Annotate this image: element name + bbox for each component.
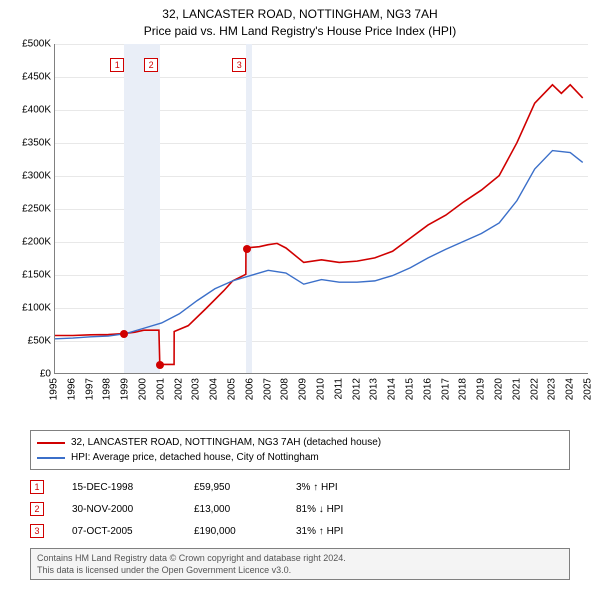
event-row: 2 30-NOV-2000£13,00081% ↓ HPI [30, 498, 570, 520]
x-axis-label: 2014 [387, 378, 398, 400]
x-axis-label: 2007 [262, 378, 273, 400]
legend-swatch [37, 457, 65, 459]
event-delta: 3% ↑ HPI [296, 482, 338, 493]
event-price: £190,000 [194, 526, 296, 537]
x-axis-label: 1997 [84, 378, 95, 400]
event-number: 3 [30, 524, 44, 538]
x-axis-label: 2024 [565, 378, 576, 400]
x-axis-label: 2002 [173, 378, 184, 400]
y-axis-label: £300K [22, 171, 51, 182]
chart: 123 £0£50K£100K£150K£200K£250K£300K£350K… [6, 44, 594, 414]
event-delta: 31% ↑ HPI [296, 526, 343, 537]
legend-label: HPI: Average price, detached house, City… [71, 450, 319, 465]
title-line-2: Price paid vs. HM Land Registry's House … [0, 23, 600, 40]
event-row: 1 15-DEC-1998£59,9503% ↑ HPI [30, 476, 570, 498]
x-axis-label: 2019 [476, 378, 487, 400]
x-axis-label: 2017 [440, 378, 451, 400]
footer-line-2: This data is licensed under the Open Gov… [37, 564, 563, 576]
event-dot [156, 361, 164, 369]
title-line-1: 32, LANCASTER ROAD, NOTTINGHAM, NG3 7AH [0, 6, 600, 23]
event-price: £59,950 [194, 482, 296, 493]
x-axis-label: 2013 [369, 378, 380, 400]
x-axis-label: 2016 [422, 378, 433, 400]
x-axis-label: 2005 [227, 378, 238, 400]
x-axis-label: 2001 [155, 378, 166, 400]
x-axis-label: 2018 [458, 378, 469, 400]
y-axis-label: £200K [22, 237, 51, 248]
event-dot [120, 330, 128, 338]
chart-title-block: 32, LANCASTER ROAD, NOTTINGHAM, NG3 7AH … [0, 0, 600, 40]
x-axis-label: 2015 [405, 378, 416, 400]
x-axis-label: 2011 [333, 378, 344, 400]
x-axis-label: 2025 [583, 378, 594, 400]
y-axis-label: £350K [22, 138, 51, 149]
y-axis-label: £450K [22, 72, 51, 83]
legend-box: 32, LANCASTER ROAD, NOTTINGHAM, NG3 7AH … [30, 430, 570, 470]
footer-line-1: Contains HM Land Registry data © Crown c… [37, 552, 563, 564]
x-axis-label: 2000 [138, 378, 149, 400]
event-number: 1 [30, 480, 44, 494]
x-axis-label: 2003 [191, 378, 202, 400]
y-axis-label: £150K [22, 270, 51, 281]
y-axis-label: £250K [22, 204, 51, 215]
series-line-hpi [55, 151, 583, 339]
x-axis-label: 2020 [494, 378, 505, 400]
legend-label: 32, LANCASTER ROAD, NOTTINGHAM, NG3 7AH … [71, 435, 381, 450]
x-axis-label: 2023 [547, 378, 558, 400]
event-row: 3 07-OCT-2005£190,00031% ↑ HPI [30, 520, 570, 542]
legend-row: HPI: Average price, detached house, City… [37, 450, 563, 465]
x-axis-label: 2008 [280, 378, 291, 400]
footer-attribution: Contains HM Land Registry data © Crown c… [30, 548, 570, 580]
x-axis-label: 2010 [316, 378, 327, 400]
x-axis-label: 2021 [511, 378, 522, 400]
event-marker-2: 2 [144, 58, 158, 72]
x-axis-label: 2004 [209, 378, 220, 400]
legend-row: 32, LANCASTER ROAD, NOTTINGHAM, NG3 7AH … [37, 435, 563, 450]
event-delta: 81% ↓ HPI [296, 504, 343, 515]
plot-area: 1 2 3 [54, 44, 588, 374]
series-line-property [55, 85, 583, 365]
event-marker-1: 1 [110, 58, 124, 72]
event-date: 07-OCT-2005 [72, 526, 194, 537]
event-dot [243, 245, 251, 253]
events-table: 1 15-DEC-1998£59,9503% ↑ HPI 2 30-NOV-2000£… [30, 476, 570, 542]
x-axis-label: 2006 [244, 378, 255, 400]
event-price: £13,000 [194, 504, 296, 515]
event-date: 30-NOV-2000 [72, 504, 194, 515]
x-axis-label: 1999 [120, 378, 131, 400]
x-axis-label: 2009 [298, 378, 309, 400]
x-axis-label: 1995 [49, 378, 60, 400]
y-axis-label: £400K [22, 105, 51, 116]
y-axis-label: £500K [22, 39, 51, 50]
y-axis-label: £100K [22, 303, 51, 314]
x-axis-label: 1996 [66, 378, 77, 400]
x-axis-label: 1998 [102, 378, 113, 400]
x-axis-label: 2012 [351, 378, 362, 400]
y-axis-label: £50K [28, 336, 51, 347]
legend-swatch [37, 442, 65, 444]
event-number: 2 [30, 502, 44, 516]
event-marker-3: 3 [232, 58, 246, 72]
event-date: 15-DEC-1998 [72, 482, 194, 493]
x-axis-label: 2022 [529, 378, 540, 400]
chart-lines [55, 44, 588, 373]
